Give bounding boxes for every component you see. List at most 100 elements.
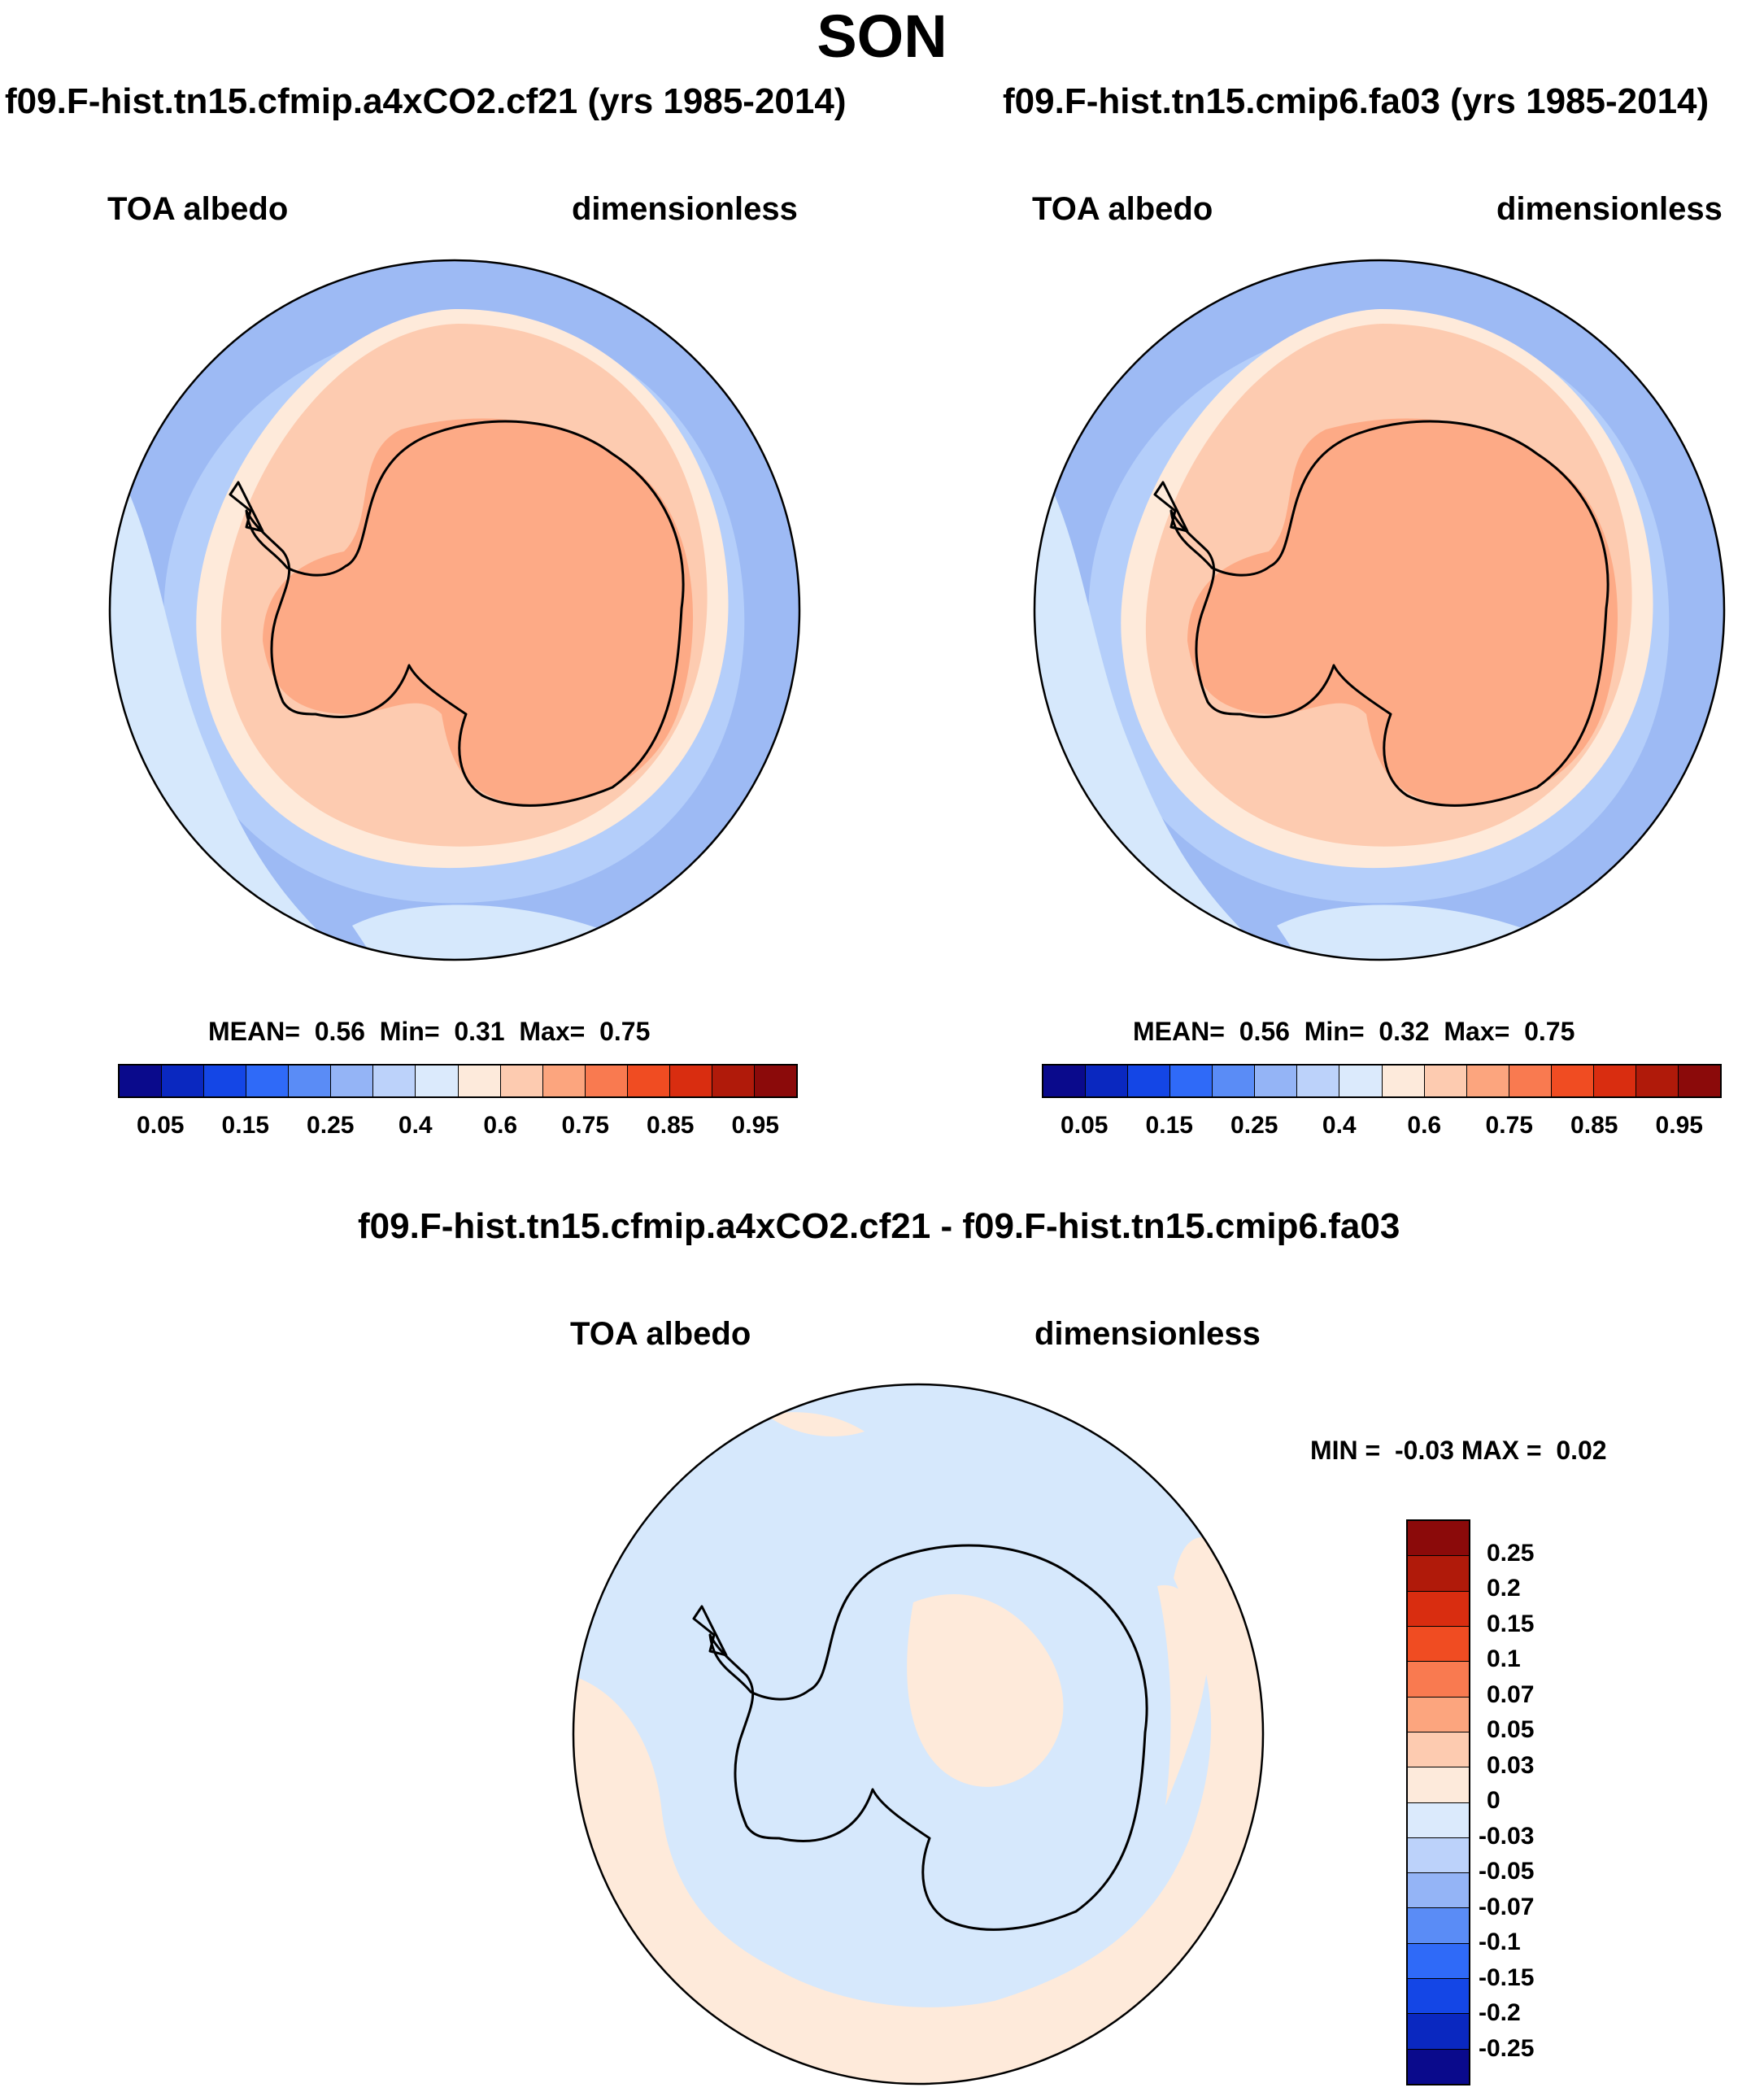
colorbar-swatch <box>1466 1066 1509 1096</box>
colorbar-tick-label: 0.85 <box>1570 1112 1618 1139</box>
colorbar-swatch <box>1086 1066 1129 1096</box>
colorbar-tick-label: 0.75 <box>1485 1112 1533 1139</box>
diff-colorbar-tick-label: 0 <box>1487 1787 1500 1814</box>
colorbar-tick-label: 0.95 <box>1655 1112 1703 1139</box>
colorbar-tick-label: 0.4 <box>1322 1112 1357 1139</box>
panel1-title: f09.F-hist.tn15.cfmip.a4xCO2.cf21 (yrs 1… <box>5 81 847 121</box>
colorbar-swatch <box>331 1066 374 1096</box>
diff-colorbar-tick-label: 0.07 <box>1487 1680 1535 1708</box>
colorbar-swatch <box>458 1066 501 1096</box>
colorbar-tick-label: 0.6 <box>483 1112 518 1139</box>
colorbar-swatch <box>289 1066 332 1096</box>
colorbar-swatch <box>1297 1066 1340 1096</box>
colorbar-swatch <box>1255 1066 1298 1096</box>
diff-colorbar-tick-label: 0.03 <box>1487 1751 1535 1779</box>
panel1-coastline <box>229 420 685 807</box>
diff-colorbar-swatch <box>1408 1908 1469 1944</box>
diff-colorbar-tick-label: 0.2 <box>1487 1575 1521 1602</box>
colorbar-swatch <box>1128 1066 1171 1096</box>
panel2-max-label: Max= <box>1444 1017 1510 1046</box>
colorbar-swatch <box>246 1066 290 1096</box>
diff-colorbar-tick-label: 0.15 <box>1487 1610 1535 1637</box>
colorbar-swatch <box>120 1066 163 1096</box>
panel1-map <box>108 259 801 961</box>
panel2-min-label: Min= <box>1304 1017 1365 1046</box>
panel1-variable: TOA albedo <box>107 191 289 227</box>
panel2-colorbar <box>1042 1064 1722 1098</box>
panel1-max-value: 0.75 <box>599 1017 651 1046</box>
diff-colorbar-tick-label: 0.05 <box>1487 1716 1535 1743</box>
diff-colorbar-tick-label: -0.05 <box>1479 1858 1535 1885</box>
diff-units: dimensionless <box>1034 1316 1261 1352</box>
panel1-stats: MEAN= 0.56 Min= 0.31 Max= 0.75 <box>208 1017 650 1047</box>
colorbar-tick-label: 0.15 <box>221 1112 269 1139</box>
colorbar-swatch <box>542 1066 586 1096</box>
panel2-map-border <box>1033 259 1726 961</box>
diff-max-label: MAX = <box>1461 1436 1542 1465</box>
diff-colorbar-tick-label: -0.07 <box>1479 1893 1535 1920</box>
colorbar-swatch <box>1678 1066 1720 1096</box>
colorbar-swatch <box>1339 1066 1383 1096</box>
diff-colorbar-swatch <box>1408 1837 1469 1874</box>
panel2-title: f09.F-hist.tn15.cmip6.fa03 (yrs 1985-201… <box>1003 81 1710 121</box>
colorbar-tick-label: 0.6 <box>1407 1112 1442 1139</box>
diff-field-patch-east <box>1157 1584 1208 1806</box>
diff-colorbar-swatch <box>1408 1943 1469 1980</box>
colorbar-swatch <box>204 1066 247 1096</box>
diff-title: f09.F-hist.tn15.cfmip.a4xCO2.cf21 - f09.… <box>358 1206 1400 1246</box>
diff-colorbar-swatch <box>1408 1556 1469 1592</box>
colorbar-swatch <box>1551 1066 1594 1096</box>
colorbar-tick-label: 0.05 <box>1061 1112 1108 1139</box>
colorbar-swatch <box>585 1066 628 1096</box>
colorbar-swatch <box>373 1066 416 1096</box>
colorbar-tick-label: 0.95 <box>731 1112 779 1139</box>
panel2-coastline <box>1153 420 1609 807</box>
colorbar-tick-label: 0.15 <box>1145 1112 1193 1139</box>
diff-colorbar-swatch <box>1408 1521 1469 1557</box>
panel1-mean-label: MEAN= <box>208 1017 300 1046</box>
diff-colorbar-swatch <box>1408 2014 1469 2050</box>
panel1-min-value: 0.31 <box>454 1017 505 1046</box>
panel1-min-label: Min= <box>379 1017 440 1046</box>
colorbar-swatch <box>1170 1066 1213 1096</box>
panel1-map-border <box>108 259 801 961</box>
diff-colorbar-swatch <box>1408 1767 1469 1803</box>
diff-variable: TOA albedo <box>570 1316 751 1352</box>
diff-stats: MIN = -0.03 MAX = 0.02 <box>1310 1436 1607 1466</box>
diff-colorbar-tick-label: -0.15 <box>1479 1963 1535 1991</box>
diff-colorbar-tick-label: -0.1 <box>1479 1929 1521 1955</box>
panel2-units: dimensionless <box>1496 191 1723 227</box>
colorbar-swatch <box>1424 1066 1467 1096</box>
diff-colorbar-tick-label: 0.1 <box>1487 1645 1521 1672</box>
colorbar-swatch <box>500 1066 543 1096</box>
colorbar-swatch <box>162 1066 205 1096</box>
colorbar-tick-label: 0.75 <box>561 1112 609 1139</box>
panel2-mean-value: 0.56 <box>1239 1017 1290 1046</box>
panel2-field-ice <box>1187 418 1618 805</box>
diff-map-border <box>572 1383 1265 2085</box>
panel1-units: dimensionless <box>572 191 798 227</box>
diff-coastline <box>692 1544 1148 1931</box>
panel2-min-value: 0.32 <box>1379 1017 1430 1046</box>
diff-colorbar-tick-label: -0.25 <box>1479 2034 1535 2062</box>
diff-min-value: -0.03 <box>1395 1436 1454 1465</box>
colorbar-swatch <box>1382 1066 1425 1096</box>
panel1-field-ice <box>263 418 694 805</box>
diff-colorbar <box>1406 1519 1470 2085</box>
diff-colorbar-tick-label: -0.03 <box>1479 1822 1535 1850</box>
diff-field-patch-interior <box>907 1594 1064 1787</box>
colorbar-swatch <box>1043 1066 1087 1096</box>
colorbar-swatch <box>1636 1066 1679 1096</box>
colorbar-swatch <box>416 1066 459 1096</box>
diff-min-label: MIN = <box>1310 1436 1381 1465</box>
colorbar-tick-label: 0.4 <box>398 1112 433 1139</box>
diff-field-patch-north <box>767 1412 865 1436</box>
colorbar-tick-label: 0.25 <box>307 1112 355 1139</box>
diff-colorbar-swatch <box>1408 2049 1469 2084</box>
colorbar-tick-label: 0.05 <box>137 1112 185 1139</box>
panel2-stats: MEAN= 0.56 Min= 0.32 Max= 0.75 <box>1133 1017 1575 1047</box>
diff-colorbar-swatch <box>1408 1732 1469 1768</box>
panel1-max-label: Max= <box>519 1017 586 1046</box>
colorbar-swatch <box>669 1066 712 1096</box>
diff-colorbar-swatch <box>1408 1662 1469 1698</box>
